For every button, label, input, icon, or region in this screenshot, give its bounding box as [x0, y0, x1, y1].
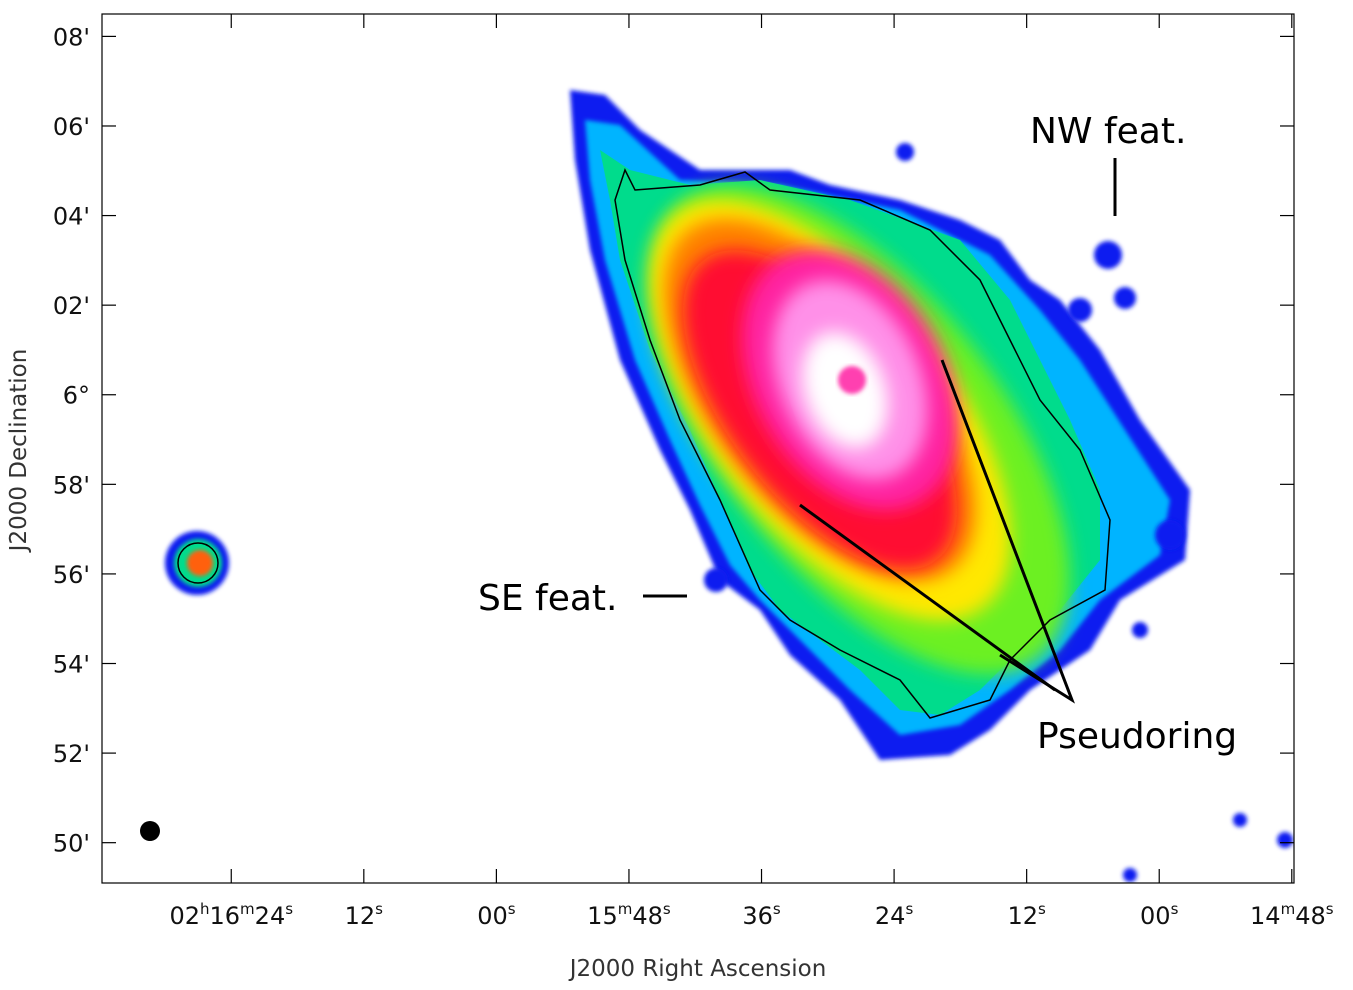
y-tick-label: 06'	[53, 113, 90, 141]
source-core	[187, 550, 213, 576]
y-tick-label: 08'	[53, 23, 90, 51]
y-tick-label: 58'	[53, 471, 90, 499]
annotation-lines	[643, 158, 1117, 704]
y-tick-label: 56'	[53, 561, 90, 589]
x-tick-label: 00s	[477, 900, 516, 930]
y-tick-label: 02'	[53, 292, 90, 320]
small-blobs	[704, 143, 1293, 882]
y-tick-label: 04'	[53, 203, 90, 231]
intensity-image	[165, 90, 1293, 882]
x-tick-label: 24s	[875, 900, 914, 930]
x-tick-label: 36s	[742, 900, 781, 930]
annotation: NW feat.	[1030, 111, 1186, 152]
annotation: SE feat.	[478, 578, 617, 619]
y-tick-label: 50'	[53, 830, 90, 858]
y-tick-label: 6°	[63, 382, 90, 410]
x-tick-label: 14m48s	[1250, 900, 1334, 930]
source-contour	[177, 542, 219, 584]
contour	[614, 168, 1111, 719]
y-tick-label: 52'	[53, 740, 90, 768]
plot-frame	[101, 13, 1295, 884]
annotation: Pseudoring	[1037, 716, 1237, 757]
x-tick-label: 00s	[1140, 900, 1179, 930]
x-axis-label: J2000 Right Ascension	[568, 956, 827, 982]
emission-center	[838, 366, 866, 394]
beam	[140, 821, 160, 841]
x-tick-label: 12s	[1007, 900, 1046, 930]
y-axis-label: J2000 Declination	[6, 349, 32, 554]
x-tick-label: 15m48s	[587, 900, 671, 930]
y-tick-label: 54'	[53, 651, 90, 679]
x-tick-label: 12s	[345, 900, 384, 930]
x-tick-label: 02h16m24s	[169, 900, 293, 930]
